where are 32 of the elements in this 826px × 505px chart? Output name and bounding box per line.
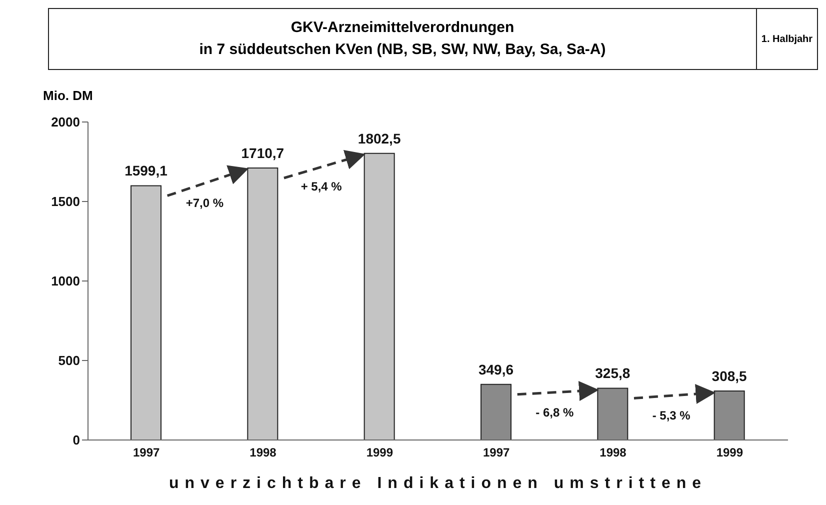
y-tick-label: 1500 xyxy=(51,194,80,210)
text: 1. Halbjahr xyxy=(756,9,817,69)
chart-title: GKV-Arzneimittelverordnungen xyxy=(290,18,516,38)
data-label: 325,8 xyxy=(595,365,630,382)
data-label: 349,6 xyxy=(478,361,514,378)
data-label: 1802,5 xyxy=(358,130,401,146)
annotation: - 6,8 % xyxy=(536,405,574,420)
data-label: 1599,1 xyxy=(124,162,168,179)
bar xyxy=(480,384,512,440)
x-tick-label: 1999 xyxy=(366,446,394,460)
bar xyxy=(130,185,162,440)
y-axis-title: Mio. DM xyxy=(43,88,93,103)
bar xyxy=(364,152,395,440)
annotation: + 5,4 % xyxy=(300,180,342,194)
y-tick-label: 1000 xyxy=(51,274,80,289)
bar xyxy=(714,390,745,440)
annotation: +7,0 % xyxy=(186,196,224,210)
y-tick-label: 0 xyxy=(72,432,80,448)
y-tick-label: 500 xyxy=(58,353,80,368)
y-tick-label: 2000 xyxy=(51,114,80,130)
chart-subtitle: in 7 süddeutschen KVen (NB, SB, SW, NW, Bay, Sa, Sa-A) xyxy=(198,40,607,60)
x-axis-title: unverzichtbare Indikationen umstrittene xyxy=(168,475,708,492)
x-tick-label: 1998 xyxy=(250,446,277,460)
x-tick-label: 1998 xyxy=(600,446,627,460)
bar xyxy=(597,388,628,440)
data-label: 308,5 xyxy=(712,368,748,384)
annotation: - 5,3 % xyxy=(652,408,691,423)
x-tick-label: 1997 xyxy=(482,446,510,460)
data-label: 1710,7 xyxy=(241,145,284,161)
x-tick-label: 1999 xyxy=(716,446,744,460)
x-tick-label: 1997 xyxy=(132,446,160,460)
bar xyxy=(247,168,278,440)
